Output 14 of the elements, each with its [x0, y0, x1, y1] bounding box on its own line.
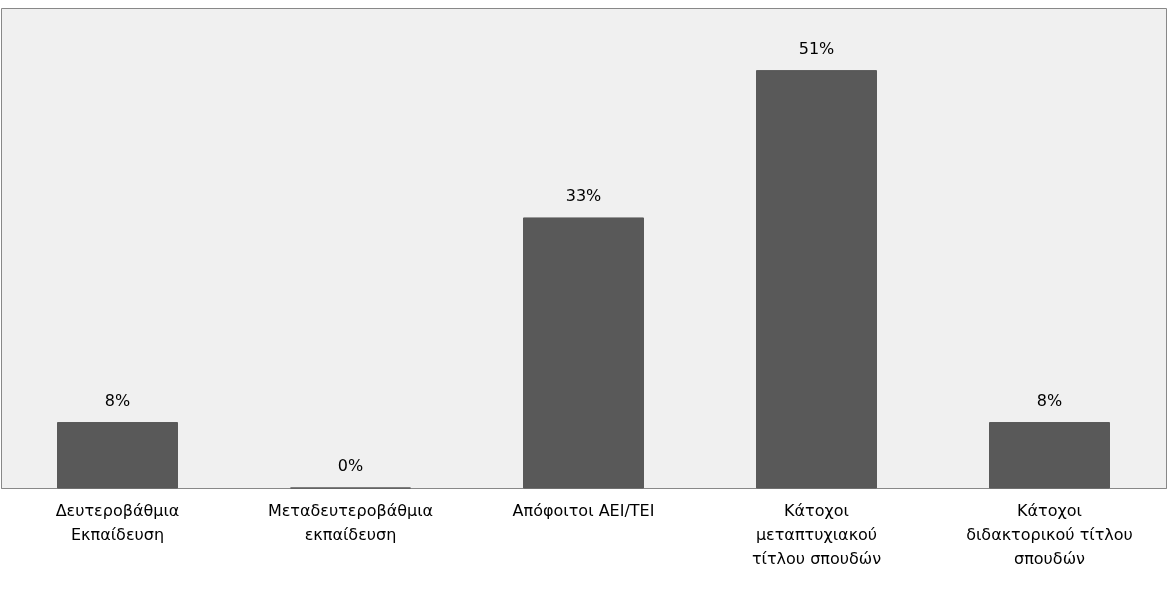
data-label: 8%: [104, 390, 131, 410]
bar: [989, 422, 1110, 489]
data-label: 0%: [337, 456, 364, 475]
data-label: 33%: [565, 185, 602, 205]
x-tick-label: Δευτεροβάθμια Εκπαίδευση: [55, 500, 180, 544]
bar: [57, 422, 178, 489]
x-tick-label: Κάτοχοι μεταπτυχιακού τίτλου σπουδών: [751, 500, 882, 568]
bar: [756, 70, 877, 489]
data-label: 51%: [798, 38, 835, 58]
x-tick-label: Απόφοιτοι ΑΕΙ/ΤΕΙ: [512, 500, 655, 520]
x-tick-label: Κάτοχοι διδακτορικού τίτλου σπουδών: [966, 500, 1133, 568]
x-tick-label: Μεταδευτεροβάθμια εκπαίδευση: [267, 500, 434, 544]
bar: [523, 217, 644, 489]
data-label: 8%: [1036, 390, 1063, 410]
